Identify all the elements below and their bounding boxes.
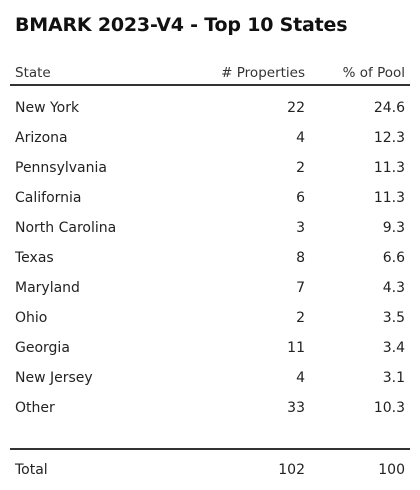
state-cell: Pennsylvania — [15, 160, 107, 176]
table-row: California 6 11.3 — [10, 183, 410, 213]
pct-cell: 11.3 — [373, 160, 405, 176]
properties-cell: 11 — [287, 340, 305, 356]
pct-cell: 3.5 — [382, 310, 405, 326]
state-cell: California — [15, 190, 82, 206]
table-row: Pennsylvania 2 11.3 — [10, 153, 410, 183]
state-cell: Other — [15, 400, 55, 416]
properties-cell: 22 — [287, 100, 305, 116]
state-cell: North Carolina — [15, 220, 117, 236]
properties-cell: 2 — [296, 160, 305, 176]
table-row: New Jersey 4 3.1 — [10, 363, 410, 393]
properties-cell: 7 — [296, 280, 305, 296]
pct-cell: 3.1 — [382, 370, 405, 386]
pct-cell: 11.3 — [373, 190, 405, 206]
state-cell: Texas — [15, 250, 54, 266]
state-cell: New Jersey — [15, 370, 93, 386]
total-row: Total 102 100 — [10, 450, 410, 490]
pct-cell: 9.3 — [382, 220, 405, 236]
table-row: North Carolina 3 9.3 — [10, 213, 410, 243]
chart-title: BMARK 2023-V4 - Top 10 States — [15, 14, 348, 36]
state-cell: New York — [15, 100, 80, 116]
table-row: Texas 8 6.6 — [10, 243, 410, 273]
total-divider — [10, 448, 410, 450]
pct-cell: 12.3 — [373, 130, 405, 146]
pct-cell: 4.3 — [382, 280, 405, 296]
pct-cell: 10.3 — [373, 400, 405, 416]
table-row: Maryland 7 4.3 — [10, 273, 410, 303]
state-cell: Ohio — [15, 310, 48, 326]
table-row: Other 33 10.3 — [10, 393, 410, 423]
total-properties: 102 — [278, 462, 305, 478]
column-header-properties: # Properties — [221, 65, 305, 81]
table-body: New York 22 24.6 Arizona 4 12.3 Pennsylv… — [10, 86, 410, 423]
properties-cell: 4 — [296, 370, 305, 386]
pct-cell: 24.6 — [373, 100, 405, 116]
table-row: Georgia 11 3.4 — [10, 333, 410, 363]
state-cell: Maryland — [15, 280, 80, 296]
state-cell: Georgia — [15, 340, 70, 356]
column-header-state: State — [15, 65, 51, 81]
table-row: Ohio 2 3.5 — [10, 303, 410, 333]
properties-cell: 33 — [287, 400, 305, 416]
state-cell: Arizona — [15, 130, 68, 146]
properties-cell: 8 — [296, 250, 305, 266]
table-row: Arizona 4 12.3 — [10, 123, 410, 153]
properties-cell: 6 — [296, 190, 305, 206]
table-header: State # Properties % of Pool — [10, 64, 410, 86]
total-pct: 100 — [378, 462, 405, 478]
column-header-pct-of-pool: % of Pool — [342, 65, 405, 81]
states-table: State # Properties % of Pool New York 22… — [10, 64, 410, 490]
table-row: New York 22 24.6 — [10, 93, 410, 123]
pct-cell: 6.6 — [382, 250, 405, 266]
properties-cell: 3 — [296, 220, 305, 236]
total-label: Total — [15, 462, 48, 478]
properties-cell: 4 — [296, 130, 305, 146]
properties-cell: 2 — [296, 310, 305, 326]
pct-cell: 3.4 — [382, 340, 405, 356]
